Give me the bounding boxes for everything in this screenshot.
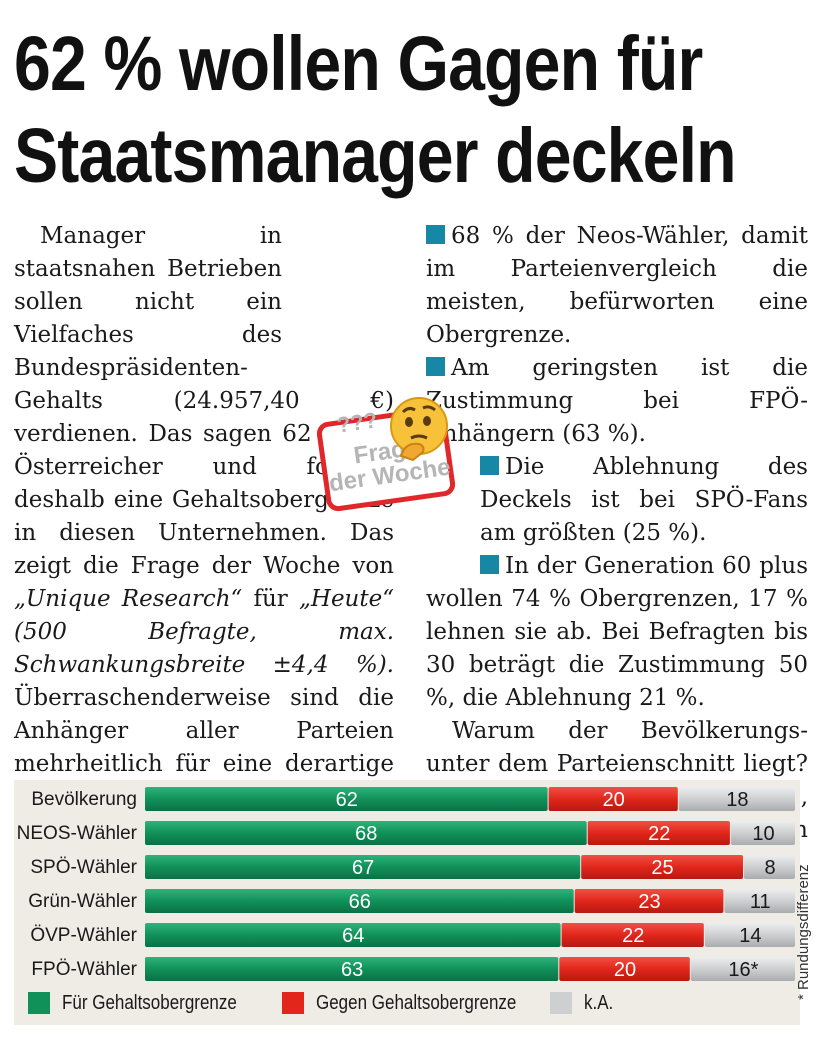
- legend-swatch-for: [28, 992, 50, 1014]
- value-label-no-answer: 8: [764, 857, 775, 879]
- legend-label-no-answer: k.A.: [584, 992, 614, 1014]
- bar-segment-for: [145, 787, 548, 811]
- value-label-for: 63: [341, 959, 363, 981]
- bar-segment-no-answer: [743, 855, 795, 879]
- bar-segment-for: [145, 923, 561, 947]
- bar-segment-against: [574, 889, 724, 913]
- category-label: FPÖ-Wähler: [31, 959, 137, 980]
- bar-segment-no-answer: [724, 889, 795, 913]
- value-label-no-answer: 10: [752, 823, 774, 845]
- source-name: „Unique Research“: [14, 586, 243, 612]
- bullet-neos: 68 % der Neos-Wähler, damit im Parteienv…: [426, 223, 808, 348]
- bar-segment-for: [145, 855, 581, 879]
- bar-segment-no-answer: [730, 821, 795, 845]
- category-label: Grün-Wähler: [28, 891, 137, 912]
- bar-segment-against: [548, 787, 678, 811]
- value-label-against: 20: [614, 959, 636, 981]
- bar-segment-for: [145, 821, 587, 845]
- bullet-square-icon: [480, 555, 499, 574]
- legend-label-against: Gegen Gehaltsobergrenze: [316, 992, 517, 1014]
- value-label-no-answer: 14: [739, 925, 761, 947]
- bullet-square-icon: [426, 225, 445, 244]
- bar-segment-against: [559, 957, 690, 981]
- legend-label-for: Für Gehaltsobergrenze: [62, 992, 237, 1014]
- bullet-square-icon: [426, 357, 445, 376]
- category-label: ÖVP-Wähler: [30, 925, 137, 946]
- headline-line-1: 62 % wollen Gagen für: [14, 21, 703, 107]
- badge-spacer: [282, 220, 394, 378]
- stacked-bar-chart: Bevölkerung 62 20 18 NEOS-Wähler 68 22 10 SPÖ-Wä…: [17, 787, 795, 981]
- bullet-spoe: Die Ablehnung des Deckels ist bei SPÖ-Fa…: [426, 451, 808, 550]
- value-label-for: 66: [349, 891, 371, 913]
- headline: 62 % wollen Gagen für Staatsmanager deck…: [14, 18, 737, 202]
- value-label-against: 23: [638, 891, 660, 913]
- bullet-square-icon: [480, 456, 499, 475]
- value-label-against: 22: [622, 925, 644, 947]
- bullet-fpoe: Am geringsten ist die Zustimmung bei FPÖ…: [426, 355, 808, 447]
- bar-segment-no-answer: [704, 923, 795, 947]
- thinking-face-icon: [390, 397, 448, 462]
- value-label-no-answer: 18: [726, 789, 748, 811]
- footnote-rounding: * Rundungsdifferenz: [795, 864, 812, 1000]
- bar-segment-for: [145, 889, 574, 913]
- chart-area: Bevölkerung 62 20 18 NEOS-Wähler 68 22 10 SPÖ-Wä…: [14, 780, 800, 1025]
- outlet-name: „Heute“: [298, 586, 394, 612]
- bar-segment-against: [581, 855, 743, 879]
- value-label-no-answer: 11: [750, 891, 771, 913]
- bar-segment-against: [561, 923, 704, 947]
- question-marks-icon: ???: [335, 407, 379, 438]
- headline-line-2: Staatsmanager deckeln: [14, 113, 737, 199]
- value-label-for: 68: [355, 823, 377, 845]
- value-label-against: 20: [603, 789, 625, 811]
- method-note: (500 Befragte, max. Schwankungsbreite ±4…: [14, 619, 394, 678]
- bar-segment-no-answer: [690, 957, 795, 981]
- value-label-no-answer: 16*: [728, 959, 758, 981]
- bar-segment-no-answer: [678, 787, 795, 811]
- legend-swatch-against: [282, 992, 304, 1014]
- value-label-against: 25: [651, 857, 673, 879]
- value-label-for: 67: [352, 857, 374, 879]
- bar-segment-against: [587, 821, 730, 845]
- category-label: Bevölkerung: [31, 789, 137, 810]
- category-label: SPÖ-Wähler: [30, 857, 137, 878]
- left-column: Manager in staatsnahen Betrieben sollen …: [14, 220, 394, 847]
- frage-der-woche-badge: ??? Frage der Woche: [315, 392, 473, 513]
- bullet-generations: In der Generation 60 plus wollen 74 % Ob…: [426, 553, 808, 711]
- legend-swatch-no-answer: [550, 992, 572, 1014]
- bar-segment-for: [145, 957, 559, 981]
- value-label-for: 62: [336, 789, 358, 811]
- value-label-against: 22: [648, 823, 670, 845]
- left-article-text: Manager in staatsnahen Betrieben sollen …: [14, 220, 394, 847]
- value-label-for: 64: [342, 925, 364, 947]
- category-label: NEOS-Wähler: [17, 823, 138, 844]
